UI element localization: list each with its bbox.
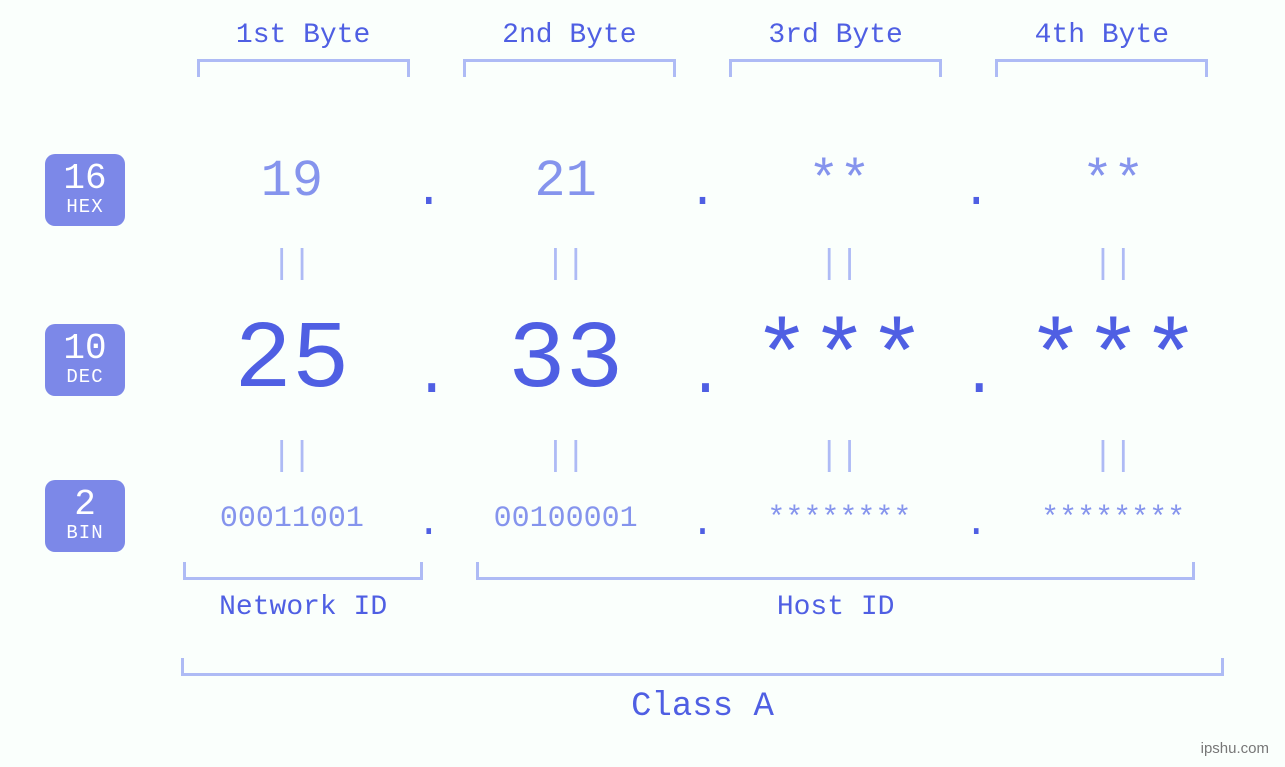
equals-icon: || [718,438,962,476]
bracket-top-icon [197,59,410,77]
bin-row: 00011001 . 00100001 . ******** . *******… [170,496,1235,541]
equals-icon: || [170,438,414,476]
base-badge-dec: 10 DEC [45,324,125,396]
byte-header-2: 2nd Byte [436,20,702,77]
bin-byte-2: 00100001 [444,502,688,536]
dot-separator: . [688,502,718,547]
network-id-segment: Network ID [170,562,436,623]
badge-label: BIN [45,524,125,544]
badge-label: DEC [45,368,125,388]
byte-header-label: 1st Byte [236,20,370,51]
dot-separator: . [414,502,444,547]
dec-byte-3: *** [718,306,962,415]
bin-byte-4: ******** [991,502,1235,536]
dot-separator: . [961,343,991,411]
byte-headers-row: 1st Byte 2nd Byte 3rd Byte 4th Byte [170,20,1235,77]
id-brackets-row: Network ID Host ID [170,562,1235,623]
bracket-top-icon [463,59,676,77]
badge-label: HEX [45,198,125,218]
dec-row: 25 . 33 . *** . *** [170,306,1235,415]
bracket-bottom-icon [181,658,1225,676]
equals-icon: || [991,246,1235,284]
dot-separator: . [414,165,444,219]
byte-header-label: 3rd Byte [768,20,902,51]
bracket-bottom-icon [476,562,1195,580]
hex-byte-1: 19 [170,152,414,211]
badge-number: 2 [45,486,125,524]
byte-header-label: 2nd Byte [502,20,636,51]
badge-number: 10 [45,330,125,368]
equals-icon: || [444,438,688,476]
bracket-top-icon [729,59,942,77]
bin-byte-3: ******** [718,502,962,536]
host-id-label: Host ID [436,592,1235,623]
watermark-text: ipshu.com [1201,740,1269,757]
dec-byte-4: *** [991,306,1235,415]
base-badge-bin: 2 BIN [45,480,125,552]
equals-row-2: || || || || [170,438,1235,476]
dot-separator: . [688,343,718,411]
base-badge-hex: 16 HEX [45,154,125,226]
hex-byte-2: 21 [444,152,688,211]
host-id-segment: Host ID [436,562,1235,623]
dot-separator: . [961,502,991,547]
equals-icon: || [991,438,1235,476]
class-label: Class A [170,688,1235,726]
hex-byte-3: ** [718,152,962,211]
equals-icon: || [170,246,414,284]
hex-byte-4: ** [991,152,1235,211]
equals-icon: || [444,246,688,284]
badge-number: 16 [45,160,125,198]
dot-separator: . [688,165,718,219]
bracket-bottom-icon [183,562,423,580]
byte-header-4: 4th Byte [969,20,1235,77]
dec-byte-1: 25 [170,306,414,415]
ip-diagram: 1st Byte 2nd Byte 3rd Byte 4th Byte 16 H… [0,0,1285,767]
equals-row-1: || || || || [170,246,1235,284]
bracket-top-icon [995,59,1208,77]
dec-byte-2: 33 [444,306,688,415]
bin-byte-1: 00011001 [170,502,414,536]
hex-row: 19 . 21 . ** . ** [170,152,1235,211]
dot-separator: . [414,343,444,411]
byte-header-label: 4th Byte [1035,20,1169,51]
equals-icon: || [718,246,962,284]
network-id-label: Network ID [170,592,436,623]
byte-header-1: 1st Byte [170,20,436,77]
dot-separator: . [961,165,991,219]
byte-header-3: 3rd Byte [703,20,969,77]
class-segment: Class A [170,658,1235,726]
